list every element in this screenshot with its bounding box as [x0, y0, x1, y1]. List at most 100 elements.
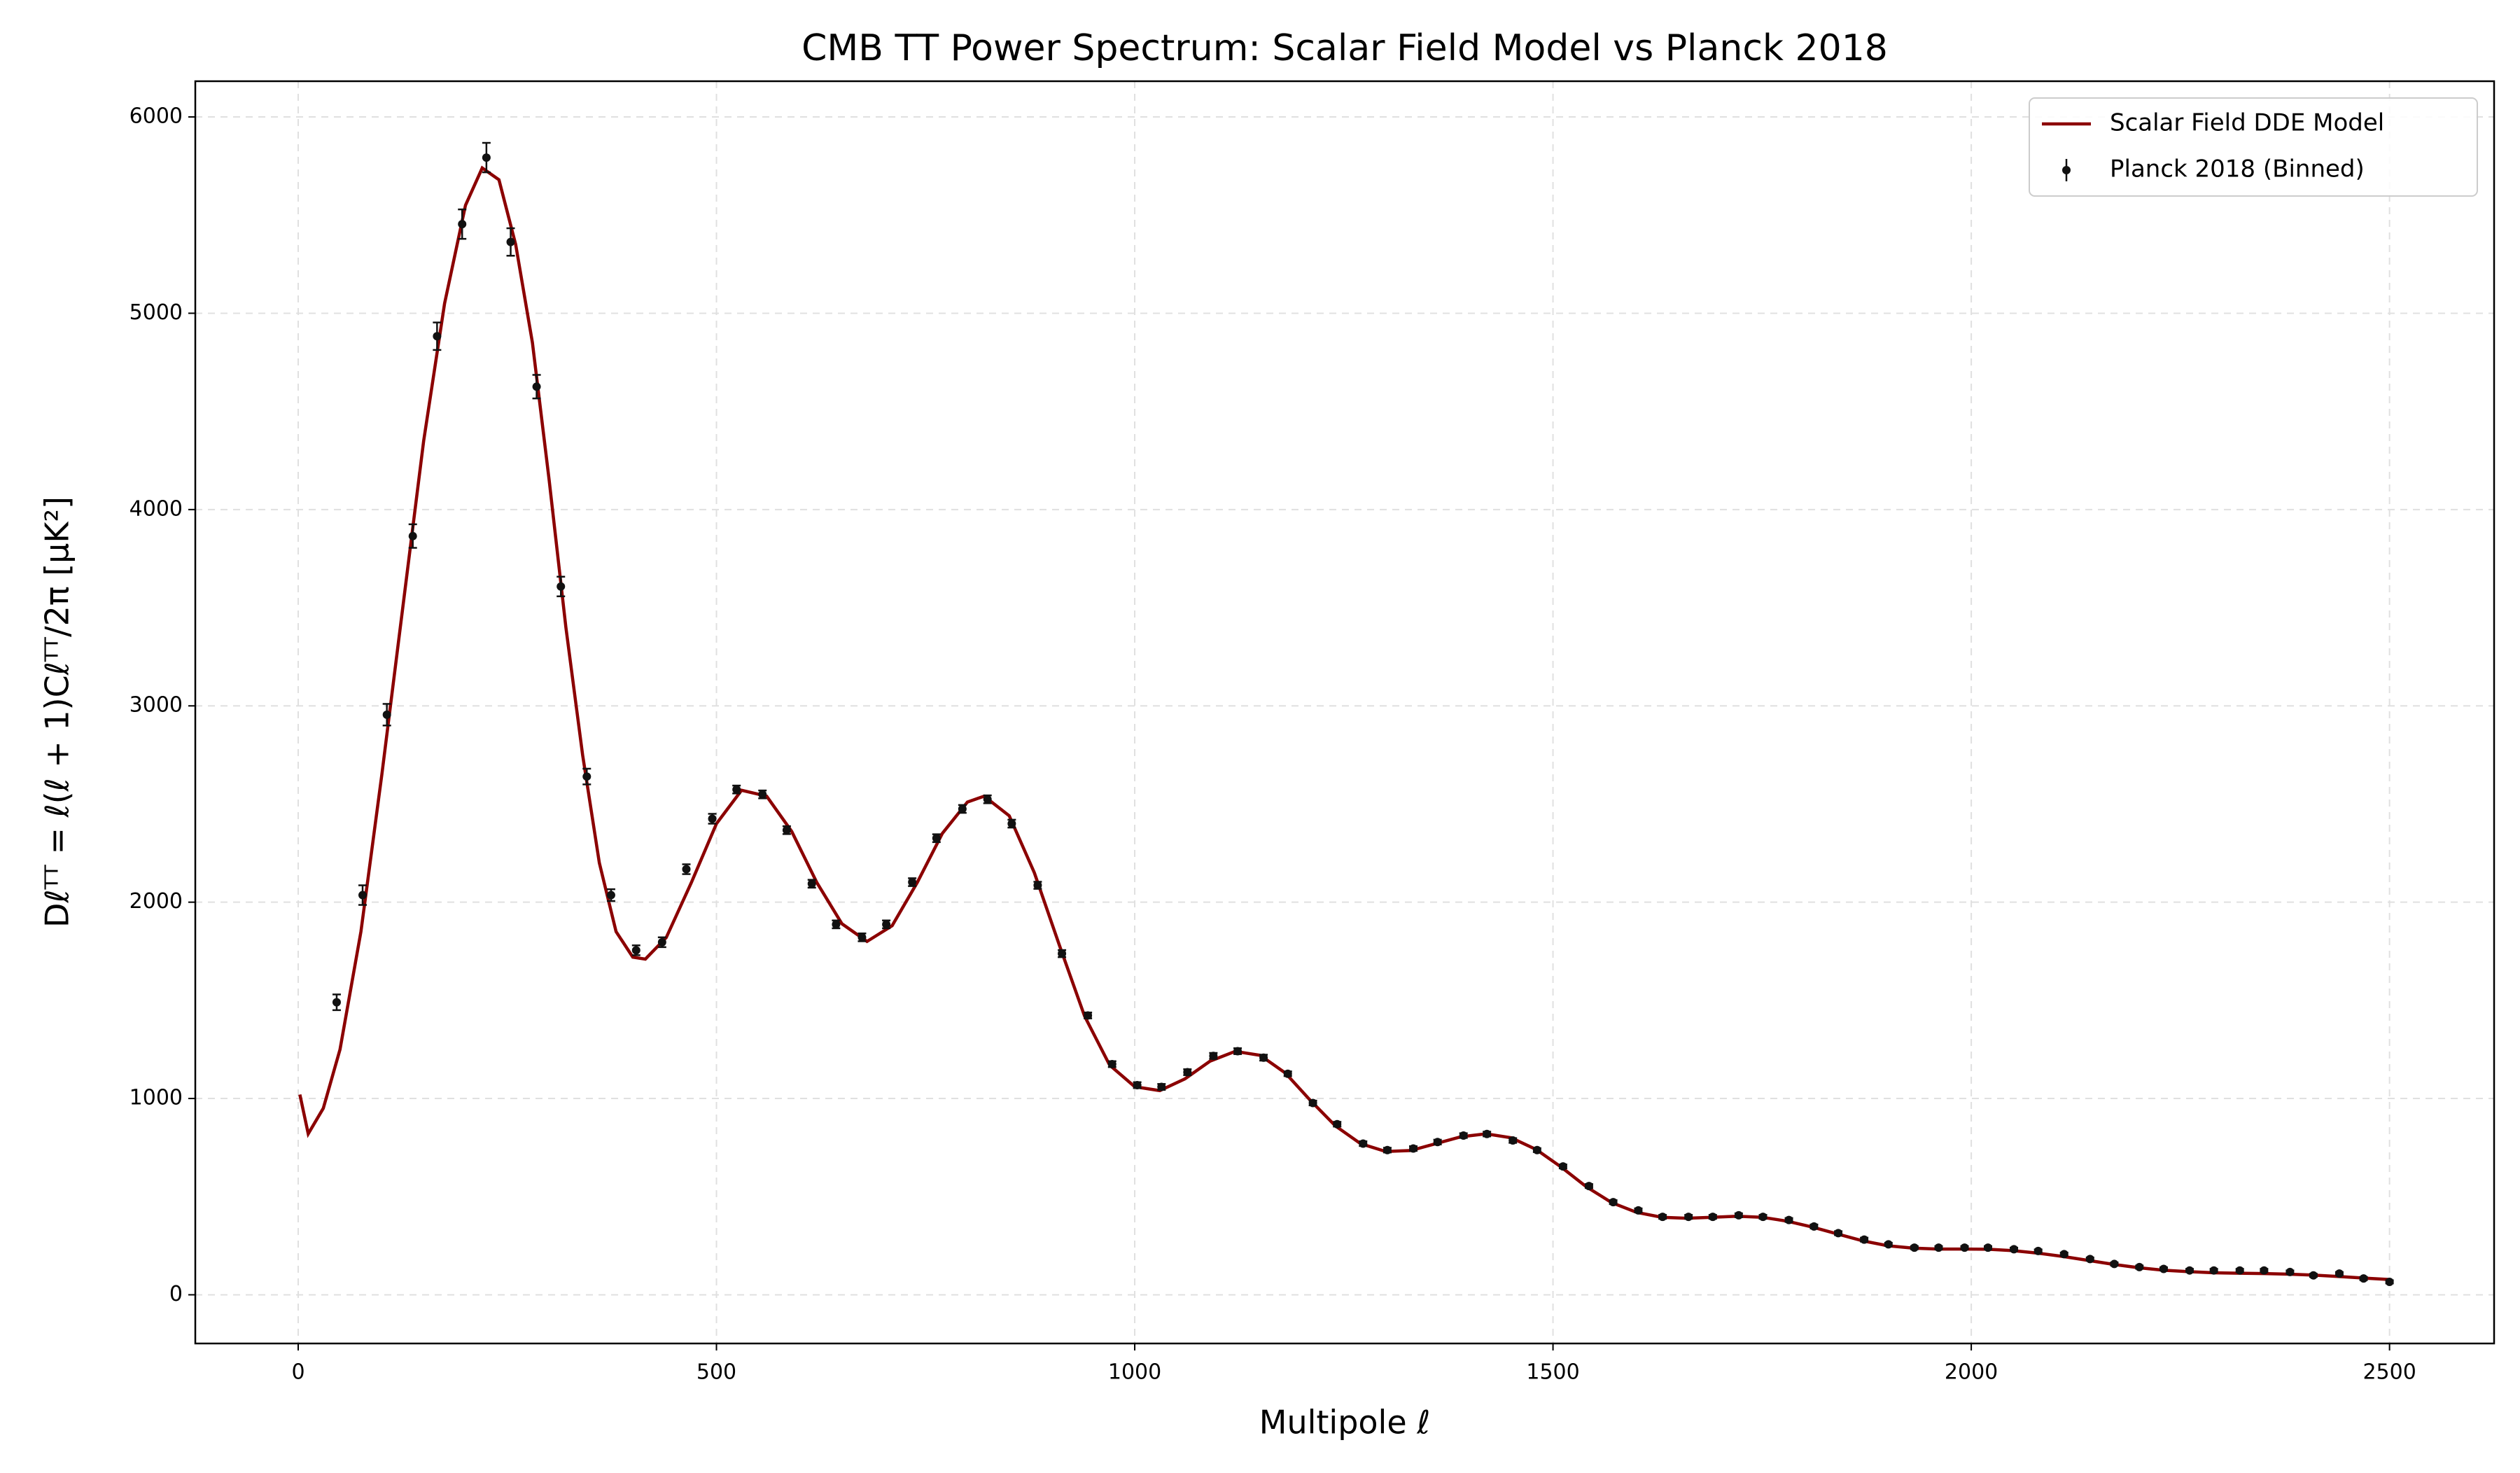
data-point — [1884, 1240, 1893, 1249]
data-point — [782, 825, 791, 835]
data-point — [1283, 1069, 1292, 1078]
data-point — [532, 382, 541, 391]
data-point — [2286, 1267, 2295, 1276]
data-point — [1359, 1139, 1368, 1148]
data-point — [732, 785, 741, 794]
x-tick-label: 0 — [291, 1360, 304, 1385]
x-axis-label: Multipole ℓ — [1259, 1404, 1431, 1441]
data-point — [408, 531, 417, 540]
legend-box — [2029, 97, 2478, 197]
x-tick-label: 1500 — [1526, 1360, 1579, 1385]
data-point — [708, 814, 717, 823]
data-point — [1708, 1213, 1717, 1222]
data-point — [882, 920, 891, 929]
data-point — [682, 865, 691, 874]
data-point — [2185, 1266, 2194, 1275]
data-point — [1508, 1136, 1518, 1145]
data-point — [1609, 1198, 1618, 1207]
data-point — [2033, 1246, 2043, 1255]
data-point — [1809, 1222, 1819, 1231]
data-point — [1658, 1213, 1667, 1222]
data-point — [1558, 1162, 1567, 1171]
data-point — [2110, 1259, 2119, 1269]
data-point — [1382, 1145, 1392, 1154]
data-point — [858, 933, 867, 942]
data-point — [1133, 1080, 1142, 1089]
data-point — [1784, 1215, 1793, 1224]
data-point — [657, 937, 666, 947]
data-point — [556, 582, 566, 591]
y-axis-label: Dℓᵀᵀ = ℓ(ℓ + 1)Cℓᵀᵀ/2π [μK²] — [38, 496, 76, 928]
chart-title: CMB TT Power Spectrum: Scalar Field Mode… — [802, 27, 1888, 69]
data-point — [2085, 1255, 2094, 1264]
data-point — [1408, 1144, 1418, 1153]
y-tick-label: 1000 — [130, 1086, 183, 1110]
data-point — [458, 220, 467, 229]
data-point — [807, 879, 816, 888]
x-tick-label: 500 — [696, 1360, 736, 1385]
data-point — [1233, 1047, 1242, 1056]
y-tick-label: 5000 — [130, 300, 183, 325]
legend-swatch — [2062, 166, 2071, 174]
data-point — [382, 710, 391, 719]
data-point — [1934, 1243, 1943, 1252]
data-point — [433, 332, 442, 341]
x-tick-label: 1000 — [1108, 1360, 1161, 1385]
data-point — [983, 795, 992, 804]
data-point — [1634, 1206, 1643, 1215]
y-tick-label: 0 — [169, 1282, 183, 1306]
data-point — [332, 998, 341, 1007]
x-tick-label: 2500 — [2362, 1360, 2416, 1385]
data-point — [2059, 1250, 2068, 1259]
data-point — [1007, 819, 1016, 828]
data-point — [606, 891, 615, 900]
data-point — [1433, 1138, 1442, 1147]
data-point — [582, 772, 592, 781]
y-tick-label: 2000 — [130, 889, 183, 914]
data-point — [1157, 1082, 1166, 1091]
data-point — [1183, 1068, 1192, 1077]
data-point — [2235, 1266, 2244, 1275]
data-point — [2209, 1266, 2218, 1275]
data-point — [631, 946, 640, 955]
data-point — [482, 153, 491, 162]
data-point — [1459, 1131, 1468, 1140]
data-point — [1333, 1119, 1342, 1129]
data-point — [1758, 1213, 1768, 1222]
data-point — [1058, 949, 1067, 958]
data-point — [908, 878, 917, 887]
data-point — [932, 834, 941, 843]
data-point — [1584, 1182, 1593, 1191]
y-tick-label: 3000 — [130, 693, 183, 718]
data-point — [1084, 1011, 1093, 1020]
legend-label: Planck 2018 (Binned) — [2110, 155, 2365, 183]
data-point — [2010, 1245, 2019, 1254]
legend-label: Scalar Field DDE Model — [2110, 109, 2384, 137]
data-point — [1960, 1243, 1969, 1252]
data-point — [1209, 1052, 1218, 1061]
data-point — [1734, 1210, 1743, 1220]
data-point — [2385, 1277, 2394, 1286]
data-point — [1532, 1145, 1541, 1154]
data-point — [2359, 1274, 2368, 1283]
data-point — [506, 237, 515, 246]
data-point — [1834, 1229, 1843, 1238]
data-point — [832, 920, 841, 929]
data-point — [1983, 1243, 1992, 1252]
data-point — [2135, 1262, 2144, 1271]
data-point — [1308, 1098, 1317, 1108]
data-point — [758, 790, 767, 799]
data-point — [1259, 1053, 1268, 1062]
data-point — [1033, 881, 1042, 890]
data-point — [2159, 1264, 2168, 1273]
x-tick-label: 2000 — [1945, 1360, 1998, 1385]
data-point — [1910, 1243, 1919, 1252]
data-point — [2309, 1271, 2318, 1280]
data-point — [2334, 1269, 2344, 1278]
data-point — [1860, 1235, 1869, 1244]
data-point — [358, 891, 368, 900]
y-tick-label: 6000 — [130, 104, 183, 129]
data-point — [1107, 1059, 1116, 1068]
data-point — [2260, 1266, 2269, 1275]
